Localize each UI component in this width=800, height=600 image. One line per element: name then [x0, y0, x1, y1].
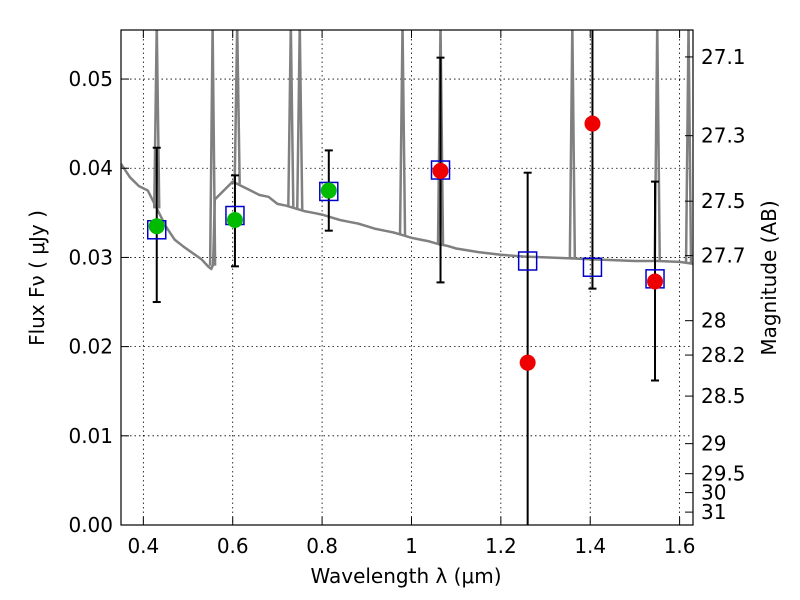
y2-tick-label: 27.7: [701, 244, 746, 268]
plot-background: [121, 30, 693, 525]
y2-tick-label: 30: [701, 481, 726, 505]
emission-line: [684, 30, 693, 264]
plot-frame: [120, 29, 694, 526]
x-tick-label: 0.6: [217, 534, 249, 558]
nondetection-point: [519, 354, 536, 371]
model-flux-box: [430, 160, 451, 180]
emission-line: [287, 30, 295, 208]
y2-axis-label: Magnitude (AB): [757, 200, 781, 355]
emission-line: [233, 30, 241, 184]
x-axis-label: Wavelength λ (μm): [310, 564, 501, 588]
model-flux-box: [582, 257, 603, 277]
y-tick-label: 0.03: [68, 245, 113, 269]
y2-tick-label: 27.3: [701, 124, 746, 148]
error-bars: [152, 30, 660, 525]
y-tick-label: 0.01: [68, 424, 113, 448]
y-tick-label: 0.05: [68, 67, 113, 91]
detection-point: [226, 211, 243, 228]
detection-point: [148, 218, 165, 235]
x-tick-label: 1.4: [574, 534, 606, 558]
y2-tick-label: 29: [701, 432, 726, 456]
emission-line: [208, 30, 217, 266]
x-tick-label: 1.6: [664, 534, 696, 558]
y2-tick-label: 31: [701, 500, 726, 524]
emission-line: [296, 30, 304, 210]
model-flux-box: [319, 181, 339, 202]
emission-line: [398, 30, 407, 236]
nondetection-point: [432, 162, 449, 179]
x-tick-label: 1: [405, 534, 418, 558]
model-flux-box: [517, 251, 538, 271]
observed-points: [148, 115, 664, 371]
y-tick-label: 0.02: [68, 335, 113, 359]
y2-tick-label: 29.5: [701, 462, 746, 486]
y2-tick-label: 27.5: [701, 189, 746, 213]
y-axis-label: Flux Fν ( μJy ): [25, 210, 49, 346]
model-flux-boxes: [147, 160, 665, 289]
x-tick-label: 0.4: [127, 534, 159, 558]
emission-line: [568, 30, 577, 259]
grid: [121, 30, 693, 526]
detection-point: [320, 182, 337, 199]
axis-ticks: 0.4 0.6 0.8 1 1.2 1.4 1.6 0.00 0.01 0.02 0.03 0.04 0…: [68, 30, 746, 558]
y2-tick-label: 28.2: [701, 343, 746, 367]
nondetection-point: [584, 115, 601, 132]
x-tick-label: 1.2: [485, 534, 517, 558]
y-tick-label: 0.04: [68, 156, 113, 180]
model-continuum: [121, 163, 693, 271]
y-tick-label: 0.00: [68, 513, 113, 537]
nondetection-point: [647, 273, 664, 290]
y2-tick-label: 28.5: [701, 384, 746, 408]
x-tick-label: 0.8: [306, 534, 338, 558]
y2-tick-label: 27.1: [701, 45, 746, 69]
y2-tick-label: 28: [701, 309, 726, 333]
